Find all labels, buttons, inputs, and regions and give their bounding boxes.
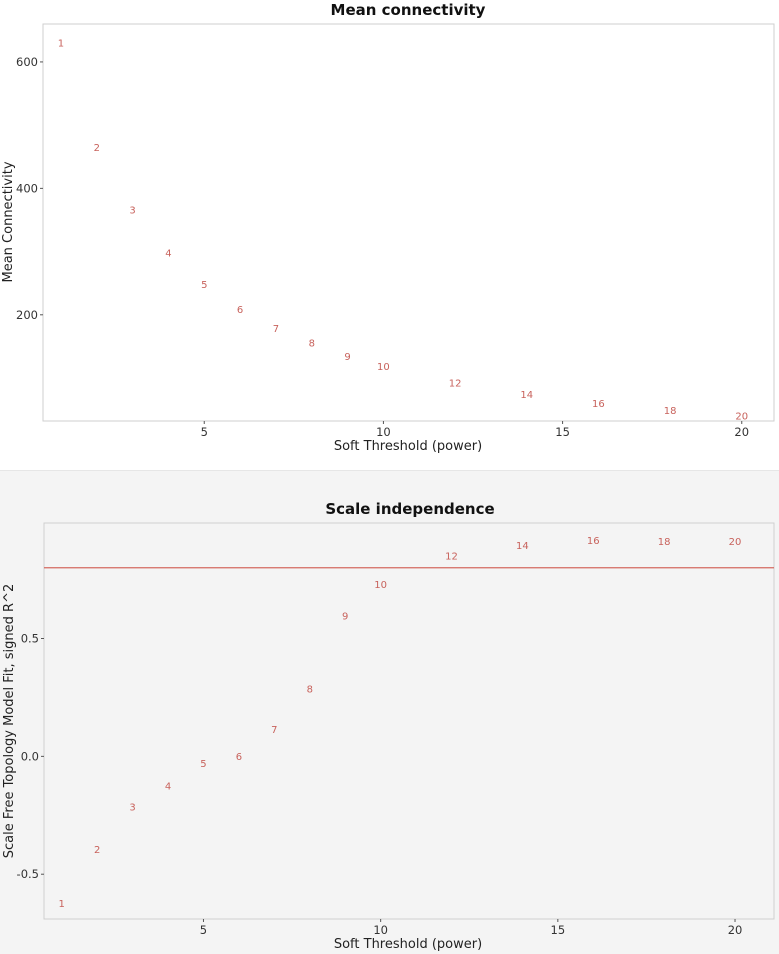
data-point-label: 8 bbox=[309, 339, 315, 350]
x-axis-title: Soft Threshold (power) bbox=[334, 439, 482, 454]
y-axis-title: Scale Free Topology Model Fit, signed R^… bbox=[2, 584, 17, 859]
data-point-label: 5 bbox=[201, 280, 207, 291]
data-point-label: 16 bbox=[587, 536, 600, 547]
plot-area bbox=[43, 522, 775, 920]
data-point-label: 2 bbox=[94, 845, 100, 856]
x-tick-label: 20 bbox=[728, 923, 743, 937]
data-point-label: 9 bbox=[342, 612, 348, 623]
data-point-label: 2 bbox=[94, 143, 100, 154]
axis-ticks: 5 10 15 20-0.50.00.5 bbox=[17, 632, 743, 938]
y-tick-label: 200 bbox=[16, 308, 38, 322]
chart-title: Scale independence bbox=[325, 500, 494, 518]
data-point-label: 1 bbox=[59, 899, 65, 910]
data-point-label: 8 bbox=[307, 685, 313, 696]
x-tick-label: 15 bbox=[555, 425, 570, 439]
axis-ticks: 5 10 15 20 200 400 600 bbox=[16, 55, 749, 439]
x-tick-label: 5 bbox=[200, 923, 207, 937]
data-point-label: 10 bbox=[374, 580, 387, 591]
y-tick-label: -0.5 bbox=[17, 867, 39, 881]
data-point-label: 12 bbox=[445, 552, 458, 563]
data-point-label: 12 bbox=[449, 379, 462, 390]
data-point-label: 6 bbox=[236, 752, 242, 763]
data-point-label: 14 bbox=[516, 541, 529, 552]
data-point-label: 4 bbox=[165, 248, 171, 259]
data-point-label: 14 bbox=[520, 390, 533, 401]
chart-title: Mean connectivity bbox=[331, 1, 486, 19]
data-point-label: 4 bbox=[165, 781, 171, 792]
data-point-label: 7 bbox=[271, 725, 277, 736]
data-point-label: 3 bbox=[129, 205, 135, 216]
data-point-label: 20 bbox=[729, 537, 742, 548]
scale-independence-chart: Scale independence 5 10 15 20-0.50.00.5 123… bbox=[2, 500, 775, 952]
x-tick-label: 5 bbox=[201, 425, 208, 439]
data-point-label: 3 bbox=[129, 803, 135, 814]
data-point-label: 9 bbox=[344, 352, 350, 363]
data-point-label: 18 bbox=[658, 537, 671, 548]
y-tick-label: 400 bbox=[16, 181, 38, 195]
data-point-label: 1 bbox=[58, 38, 64, 49]
x-tick-label: 10 bbox=[376, 425, 391, 439]
data-point-label: 20 bbox=[735, 411, 748, 422]
x-tick-label: 10 bbox=[373, 923, 388, 937]
data-point-label: 7 bbox=[273, 324, 279, 335]
data-point-label: 16 bbox=[592, 399, 605, 410]
data-point-label: 6 bbox=[237, 305, 243, 316]
y-tick-label: 0.0 bbox=[21, 749, 39, 763]
y-tick-label: 0.5 bbox=[21, 632, 39, 646]
x-axis-title: Soft Threshold (power) bbox=[334, 937, 482, 952]
data-point-label: 5 bbox=[200, 759, 206, 770]
data-point-label: 10 bbox=[377, 362, 390, 373]
y-axis-title: Mean Connectivity bbox=[1, 161, 16, 282]
y-tick-label: 600 bbox=[16, 55, 38, 69]
x-tick-label: 20 bbox=[734, 425, 749, 439]
plot-area bbox=[42, 23, 775, 422]
x-tick-label: 15 bbox=[551, 923, 566, 937]
data-point-label: 18 bbox=[664, 406, 677, 417]
